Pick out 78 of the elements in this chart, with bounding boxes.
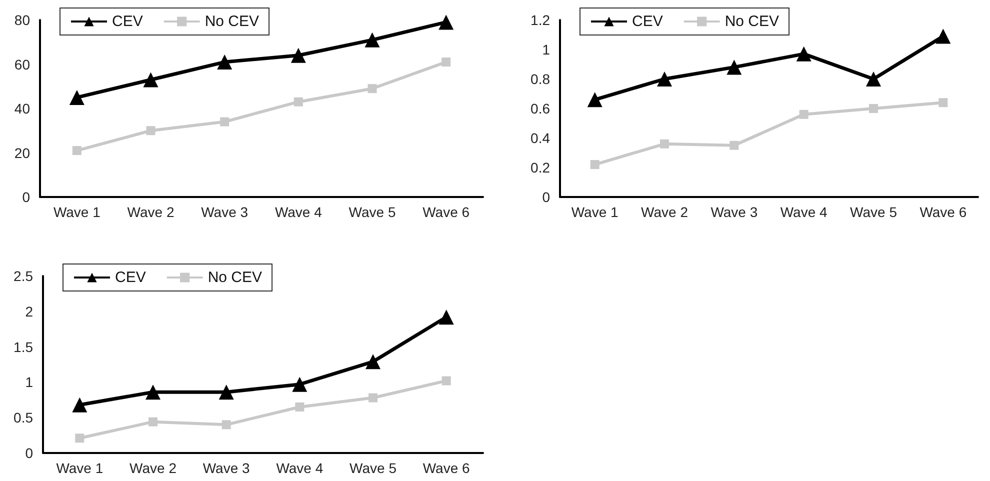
point <box>869 104 878 113</box>
x-tick-label: Wave 3 <box>201 204 248 220</box>
point <box>72 146 82 156</box>
point <box>442 376 451 386</box>
x-tick-label: Wave 2 <box>641 204 688 220</box>
x-tick-label: Wave 1 <box>53 204 101 220</box>
point <box>69 90 84 105</box>
x-tick-label: Wave 4 <box>780 204 828 220</box>
point <box>866 72 881 86</box>
point <box>799 110 808 119</box>
point <box>148 417 158 426</box>
x-tick-label: Wave 6 <box>422 204 470 220</box>
legend-label: No CEV <box>724 13 780 30</box>
y-tick-label: 0.2 <box>530 160 550 176</box>
legend-label: No CEV <box>208 269 262 286</box>
x-tick-label: Wave 3 <box>202 460 250 476</box>
y-tick-label: 0.8 <box>530 71 550 87</box>
x-tick-label: Wave 1 <box>56 460 104 476</box>
point <box>75 434 84 443</box>
point <box>364 32 380 48</box>
y-tick-label: 0.6 <box>530 100 550 116</box>
point <box>730 140 739 150</box>
point <box>660 139 669 148</box>
point <box>143 72 158 88</box>
point <box>587 92 602 108</box>
y-tick-label: 20 <box>14 144 30 161</box>
y-tick-label: 0.4 <box>530 130 550 146</box>
point <box>796 46 812 62</box>
y-tick-label: 0.5 <box>14 410 34 426</box>
point <box>938 98 948 108</box>
point <box>295 402 304 412</box>
legend-label: CEV <box>632 13 663 30</box>
point <box>294 97 303 106</box>
legend-label: CEV <box>112 13 143 30</box>
y-tick-label: 40 <box>14 100 30 116</box>
y-tick-label: 0 <box>25 445 34 461</box>
point <box>438 14 454 30</box>
point <box>366 354 380 370</box>
point <box>726 60 742 75</box>
y-tick-label: 2 <box>25 303 34 320</box>
point <box>368 393 378 402</box>
point <box>368 84 377 94</box>
x-tick-label: Wave 5 <box>350 460 397 476</box>
y-tick-label: 1.5 <box>14 338 34 355</box>
x-tick-label: Wave 4 <box>276 460 324 476</box>
x-tick-label: Wave 4 <box>274 204 322 220</box>
point <box>146 384 160 400</box>
point <box>222 420 231 430</box>
x-tick-label: Wave 2 <box>130 460 177 476</box>
point <box>438 310 454 325</box>
point <box>218 384 234 400</box>
point <box>146 126 156 136</box>
x-tick-label: Wave 5 <box>348 204 396 220</box>
point <box>220 117 230 126</box>
point <box>590 160 600 170</box>
point <box>292 376 308 392</box>
x-tick-label: Wave 3 <box>710 204 758 220</box>
y-tick-label: 0 <box>22 189 30 205</box>
legend-label: No CEV <box>204 13 260 30</box>
y-tick-label: 80 <box>14 12 30 28</box>
point <box>217 54 232 70</box>
x-tick-label: Wave 6 <box>422 460 470 476</box>
x-tick-label: Wave 1 <box>571 204 619 220</box>
point <box>442 58 451 67</box>
y-tick-label: 0 <box>542 189 550 205</box>
y-tick-label: 60 <box>14 56 30 72</box>
y-tick-label: 1.2 <box>530 12 550 28</box>
x-tick-label: Wave 5 <box>850 204 898 220</box>
y-tick-label: 2.5 <box>14 268 34 284</box>
point <box>936 28 951 44</box>
y-tick-label: 1 <box>25 374 34 390</box>
point <box>290 48 306 63</box>
y-tick-label: 1 <box>542 42 550 58</box>
point <box>657 72 672 86</box>
legend-label: CEV <box>115 269 146 286</box>
x-tick-label: Wave 6 <box>920 204 967 220</box>
x-tick-label: Wave 2 <box>127 204 174 220</box>
point <box>72 397 88 412</box>
